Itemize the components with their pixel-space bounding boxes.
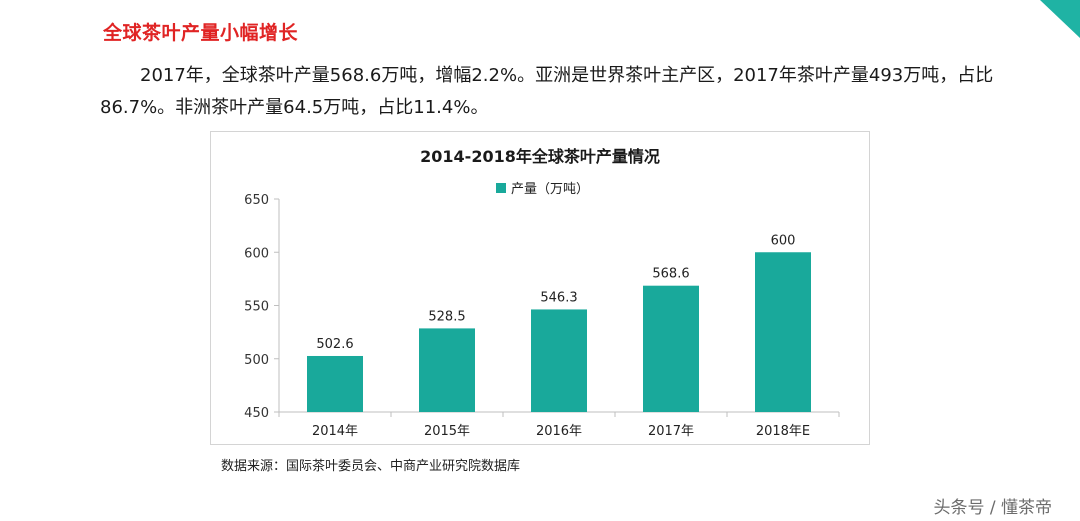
bar-3 (531, 309, 587, 412)
x-tick-label: 2018年E (756, 424, 810, 439)
bar-2 (419, 328, 475, 412)
chart-title: 2014-2018年全球茶叶产量情况 (420, 147, 660, 166)
bar-1 (307, 355, 363, 412)
watermark-text: 头条号 / 懂茶帝 (933, 498, 1052, 518)
legend-label: 产量（万吨） (511, 182, 589, 197)
corner-triangle (1040, 0, 1080, 38)
section-heading: 全球茶叶产量小幅增长 (103, 22, 299, 44)
bar-5 (755, 252, 811, 412)
y-tick-label: 450 (244, 406, 269, 421)
chart-container: 2014-2018年全球茶叶产量情况 产量（万吨） 450 500 550 600 65… (210, 131, 870, 445)
bar-chart: 2014-2018年全球茶叶产量情况 产量（万吨） 450 500 550 600 65… (244, 147, 840, 439)
plot-area: 450 500 550 600 650 502.6 2014年 528.5 2015年 546.3… (244, 193, 840, 439)
summary-paragraph: 2017年，全球茶叶产量568.6万吨，增幅2.2%。亚洲是世界茶叶主产区，20… (100, 65, 994, 118)
data-label: 502.6 (316, 337, 353, 352)
data-label: 528.5 (428, 309, 465, 324)
data-label: 568.6 (652, 267, 689, 282)
x-tick-label: 2016年 (536, 424, 582, 439)
data-source-note: 数据来源：国际茶叶委员会、中商产业研究院数据库 (221, 459, 521, 474)
data-label: 546.3 (540, 290, 577, 305)
x-tick-label: 2015年 (424, 424, 470, 439)
y-tick-label: 650 (244, 193, 269, 208)
data-label: 600 (771, 233, 796, 248)
x-tick-label: 2017年 (648, 424, 694, 439)
y-tick-label: 550 (244, 300, 269, 315)
x-tick-label: 2014年 (312, 424, 358, 439)
y-tick-label: 500 (244, 353, 269, 368)
y-tick-label: 600 (244, 246, 269, 261)
bar-4 (643, 285, 699, 412)
legend-swatch (496, 183, 506, 193)
